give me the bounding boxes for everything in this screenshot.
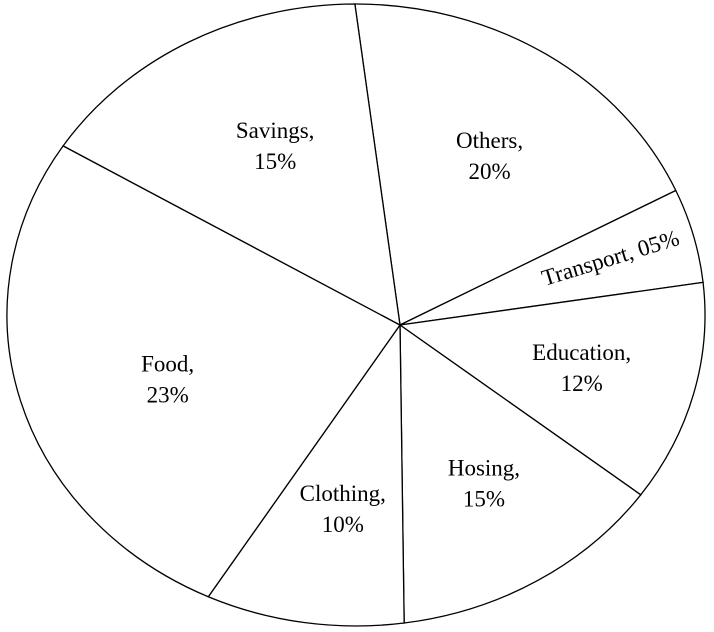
category-label: Hosing,	[448, 455, 520, 480]
category-label: Food,	[141, 352, 194, 377]
pie-slice	[354, 3, 677, 326]
value-label: 23%	[147, 383, 189, 408]
category-label: Savings,	[236, 118, 315, 143]
category-label: Others,	[456, 128, 523, 153]
pie-slice	[398, 281, 706, 496]
category-label: Clothing,	[300, 481, 386, 506]
pie-slice	[399, 323, 642, 624]
value-label: 12%	[561, 371, 603, 396]
category-label: Education,	[532, 340, 631, 365]
pie-slice	[207, 322, 405, 627]
value-label: 20%	[468, 159, 510, 184]
value-label: 10%	[322, 512, 364, 537]
value-label: 15%	[254, 149, 296, 174]
pie-slice	[6, 145, 401, 598]
pie-slice	[62, 3, 401, 327]
value-label: 15%	[463, 486, 505, 511]
